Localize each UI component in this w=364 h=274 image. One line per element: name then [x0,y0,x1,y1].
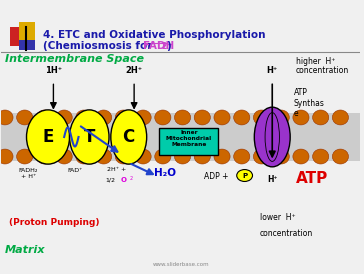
Text: H₂O: H₂O [154,168,175,178]
Ellipse shape [76,110,92,125]
Text: 2: 2 [130,176,133,181]
Ellipse shape [96,110,112,125]
Ellipse shape [293,149,309,164]
FancyBboxPatch shape [159,127,218,155]
Ellipse shape [135,110,151,125]
Text: FADH₂
+ H⁺: FADH₂ + H⁺ [19,168,38,179]
Ellipse shape [293,110,309,125]
Text: ATP: ATP [296,171,328,186]
Text: 1H⁺: 1H⁺ [45,66,62,75]
Text: 4. ETC and Oxidative Phosphorylation: 4. ETC and Oxidative Phosphorylation [43,30,265,40]
FancyBboxPatch shape [19,22,35,41]
Ellipse shape [96,149,112,164]
FancyBboxPatch shape [1,113,360,161]
Ellipse shape [27,110,70,164]
Text: H⁺: H⁺ [267,175,277,184]
Text: Intermembrane Space: Intermembrane Space [5,54,144,64]
Text: www.sliderbase.com: www.sliderbase.com [153,262,209,267]
Text: ATP
Synthas
e: ATP Synthas e [294,88,325,118]
Ellipse shape [155,110,171,125]
Ellipse shape [194,149,210,164]
Text: higher  H⁺: higher H⁺ [296,57,335,66]
Text: C: C [123,128,135,146]
Text: 2: 2 [161,42,166,50]
Text: FAD⁺: FAD⁺ [67,168,83,173]
Ellipse shape [313,149,329,164]
Ellipse shape [0,149,13,164]
Text: 1/2: 1/2 [106,177,116,182]
Text: concentration: concentration [296,66,349,75]
Ellipse shape [234,149,250,164]
Ellipse shape [0,110,13,125]
Ellipse shape [115,110,131,125]
Ellipse shape [56,149,72,164]
Text: (Proton Pumping): (Proton Pumping) [9,218,99,227]
Text: H⁺: H⁺ [266,66,278,75]
Ellipse shape [214,110,230,125]
Ellipse shape [254,107,290,167]
Text: lower  H⁺: lower H⁺ [260,213,295,222]
Ellipse shape [174,110,191,125]
Ellipse shape [155,149,171,164]
Text: E: E [42,128,54,146]
Ellipse shape [332,110,348,125]
Ellipse shape [253,149,270,164]
Text: Matrix: Matrix [5,246,46,255]
Ellipse shape [273,110,289,125]
Ellipse shape [253,110,270,125]
Text: (Chemiosmosis for: (Chemiosmosis for [43,41,156,51]
Text: concentration: concentration [260,229,313,238]
Text: O: O [120,177,127,183]
Text: FADH: FADH [143,41,174,51]
Ellipse shape [214,149,230,164]
FancyBboxPatch shape [10,27,27,46]
Ellipse shape [36,149,52,164]
Ellipse shape [234,110,250,125]
Ellipse shape [194,110,210,125]
Ellipse shape [17,110,33,125]
Ellipse shape [273,149,289,164]
Text: P: P [242,173,247,179]
Ellipse shape [115,149,131,164]
Ellipse shape [76,149,92,164]
Ellipse shape [70,110,109,164]
Ellipse shape [135,149,151,164]
Ellipse shape [265,113,280,161]
Ellipse shape [17,149,33,164]
Ellipse shape [36,110,52,125]
Ellipse shape [111,110,147,164]
Text: 2H⁺ +: 2H⁺ + [107,167,126,172]
Text: Inner
Mitochondrial
Membrane: Inner Mitochondrial Membrane [166,130,212,147]
Text: 2H⁺: 2H⁺ [126,66,143,75]
Ellipse shape [313,110,329,125]
Text: ): ) [166,41,170,51]
Ellipse shape [174,149,191,164]
FancyBboxPatch shape [19,40,35,50]
Text: ADP +: ADP + [204,172,231,181]
Ellipse shape [332,149,348,164]
Ellipse shape [56,110,72,125]
Text: T: T [84,128,95,146]
Circle shape [237,170,253,181]
